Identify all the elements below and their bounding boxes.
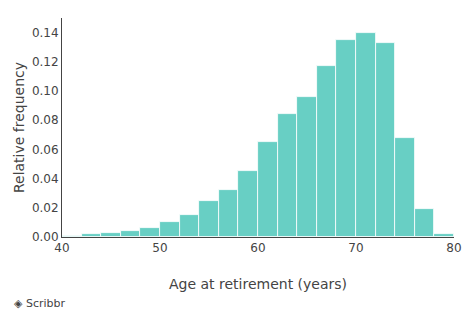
svg-text:50: 50	[152, 241, 167, 255]
svg-text:70: 70	[348, 241, 363, 255]
svg-text:60: 60	[250, 241, 265, 255]
svg-text:0.00: 0.00	[32, 230, 59, 244]
svg-text:◈ Scribbr: ◈ Scribbr	[14, 297, 66, 310]
svg-text:80: 80	[446, 241, 461, 255]
svg-text:40: 40	[54, 241, 69, 255]
svg-text:0.14: 0.14	[32, 26, 59, 40]
svg-text:0.04: 0.04	[32, 172, 59, 186]
svg-text:Relative frequency: Relative frequency	[11, 62, 27, 193]
svg-text:0.10: 0.10	[32, 84, 59, 98]
svg-text:0.08: 0.08	[32, 113, 59, 127]
svg-text:0.02: 0.02	[32, 201, 59, 215]
svg-text:0.06: 0.06	[32, 143, 59, 157]
svg-text:Age at retirement (years): Age at retirement (years)	[169, 276, 347, 292]
svg-text:0.12: 0.12	[32, 55, 59, 69]
